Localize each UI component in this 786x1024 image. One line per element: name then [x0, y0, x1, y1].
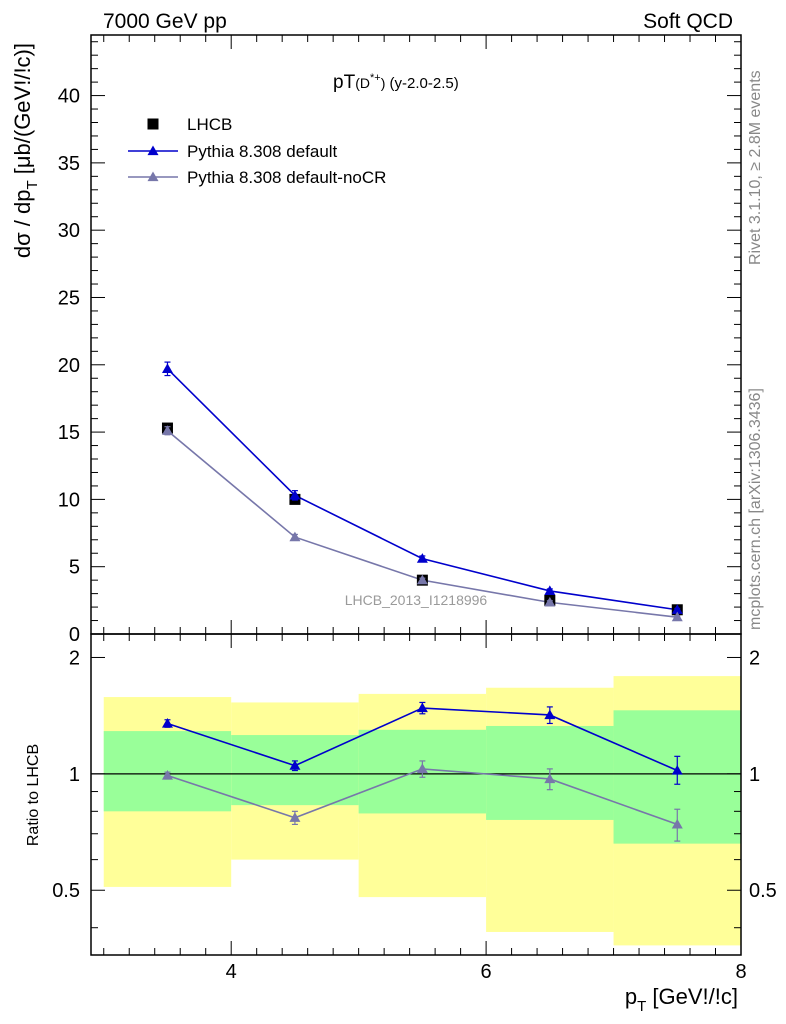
ratio-bands	[91, 676, 741, 946]
axis-ticks: 4 6 8 0 5 10 15 20 25 30 35 40 0.5 0.5 1 1 2 2 pT [GeV!/!c…	[10, 35, 777, 1015]
xlabel: pT [GeV!/!c]	[625, 984, 738, 1015]
plot-frames	[90, 34, 742, 956]
ratio-point-default	[161, 717, 173, 728]
ratio-point-default	[544, 709, 556, 720]
series-line-nocr	[166, 430, 678, 618]
y-tick-label: 0	[69, 624, 80, 646]
ratio-y-tick-label-right: 2	[749, 647, 760, 669]
point-default	[416, 553, 428, 563]
point-nocr	[544, 596, 556, 607]
y-tick-label: 10	[58, 489, 80, 511]
ylabel-main: dσ / dpT [μb/(GeV!/!c)]	[10, 43, 41, 258]
point-nocr	[161, 425, 173, 435]
mcplots-label: mcplots.cern.ch [arXiv:1306.3436]	[747, 388, 764, 630]
y-tick-label: 40	[58, 86, 80, 108]
ratio-point-nocr	[161, 770, 173, 780]
point-nocr	[416, 574, 428, 585]
ratio-point-nocr	[416, 763, 428, 774]
x-tick-label: 6	[481, 961, 492, 983]
y-tick-label: 5	[69, 557, 80, 579]
rivet-label: Rivet 3.1.10, ≥ 2.8M events	[747, 70, 764, 265]
y-tick-label: 30	[58, 220, 80, 242]
ratio-point-nocr	[671, 818, 683, 829]
y-tick-label: 35	[58, 153, 80, 175]
y-tick-label: 25	[58, 287, 80, 309]
y-tick-label: 20	[58, 355, 80, 377]
point-nocr	[289, 531, 301, 542]
legend-marker-default	[147, 145, 159, 156]
ratio-point-default	[671, 765, 683, 775]
header-right: Soft QCD	[643, 10, 733, 33]
point-default	[289, 489, 301, 500]
ratio-point-default	[289, 760, 301, 770]
point-nocr	[671, 611, 683, 622]
point-default	[161, 363, 173, 373]
header-left: 7000 GeV pp	[103, 10, 227, 33]
ratio-point-default	[416, 702, 428, 713]
x-tick-label: 4	[226, 961, 237, 983]
ratio-y-tick-label-right: 1	[749, 764, 760, 786]
ratio-y-tick-label: 2	[69, 647, 80, 669]
ratio-plot-frame	[90, 633, 742, 956]
legend-label-lhcb: LHCB	[187, 115, 232, 134]
x-tick-label: 8	[735, 961, 746, 983]
data-series	[161, 361, 683, 842]
legend-marker-nocr	[147, 171, 159, 182]
legend-label-nocr: Pythia 8.308 default-noCR	[187, 168, 386, 187]
ratio-point-nocr	[289, 812, 301, 822]
legend-marker-lhcb	[147, 118, 159, 130]
ratio-point-nocr	[544, 773, 556, 784]
plot-title: pT(D*+) (y-2.0-2.5)	[333, 72, 459, 93]
ratio-y-tick-label: 0.5	[52, 880, 80, 902]
legend-label-default: Pythia 8.308 default	[187, 142, 338, 161]
series-line-default	[166, 368, 678, 611]
point-default	[544, 585, 556, 596]
ratio-y-tick-label-right: 0.5	[749, 880, 777, 902]
ratio-y-tick-label: 1	[69, 764, 80, 786]
point-default	[671, 604, 683, 614]
legend: LHCB Pythia 8.308 default Pythia 8.308 def…	[128, 115, 386, 187]
y-tick-label: 15	[58, 422, 80, 444]
analysis-label: LHCB_2013_I1218996	[345, 592, 488, 608]
ylabel-ratio: Ratio to LHCB	[25, 744, 42, 846]
